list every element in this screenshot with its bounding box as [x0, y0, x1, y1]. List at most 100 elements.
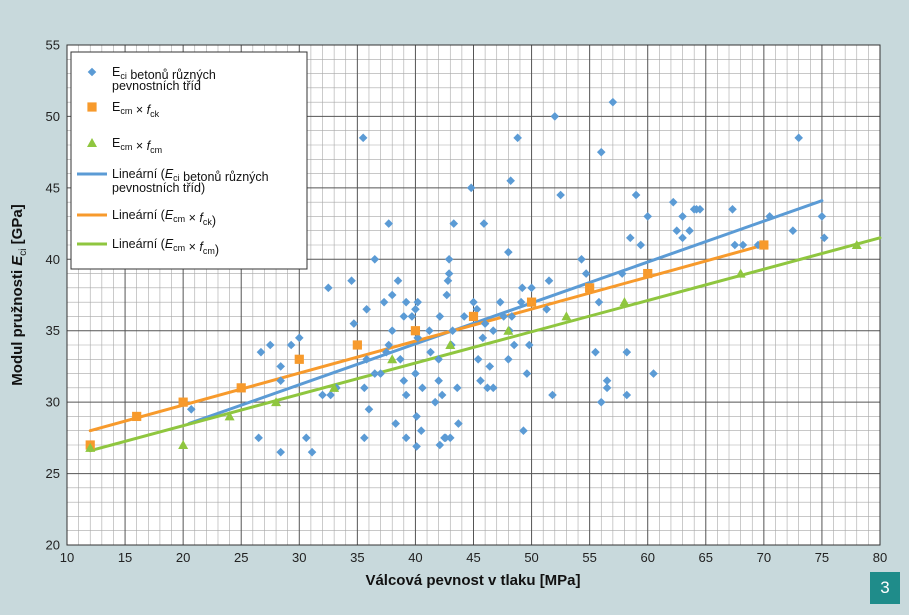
legend-text-part: Lineární (	[112, 237, 166, 251]
legend-text-part: cm	[173, 214, 185, 224]
trendline-blue-line	[187, 199, 824, 426]
major-grid	[66, 44, 881, 546]
data-point	[517, 283, 527, 293]
data-point	[265, 340, 275, 350]
data-point	[625, 233, 635, 243]
figure-number-badge: 3	[870, 572, 900, 604]
legend-label: Lineární (Eci betonů různých	[112, 167, 269, 184]
data-point	[522, 369, 532, 378]
y-tick-label: 55	[46, 38, 60, 53]
x-tick-label: 65	[699, 550, 713, 565]
data-point	[730, 240, 740, 250]
data-point	[542, 304, 551, 314]
data-point	[236, 383, 246, 393]
legend-marker-swatch	[87, 102, 97, 112]
data-point	[469, 297, 478, 307]
y-tick-label: 35	[46, 323, 60, 338]
data-point	[643, 268, 653, 279]
x-tick-label: 25	[234, 550, 248, 565]
x-tick-label: 15	[118, 550, 132, 565]
data-point	[329, 382, 340, 392]
data-point	[384, 340, 394, 350]
data-point	[513, 133, 522, 143]
data-point	[738, 240, 748, 250]
legend-item-orange-pts: Ecm × fck	[87, 100, 160, 119]
legend-text-part: ×	[185, 240, 199, 254]
data-point	[256, 347, 266, 357]
data-point	[765, 212, 774, 221]
data-point	[254, 433, 263, 443]
data-point	[594, 297, 604, 307]
data-point	[548, 390, 557, 400]
data-point	[401, 390, 411, 400]
y-tick-label: 20	[46, 538, 60, 553]
data-point	[516, 297, 526, 307]
data-point	[672, 226, 682, 236]
data-point	[728, 204, 737, 214]
data-point	[186, 404, 196, 414]
data-point	[443, 276, 453, 286]
data-point	[358, 133, 368, 143]
data-point	[416, 426, 426, 436]
data-point	[504, 354, 513, 364]
data-point	[412, 442, 421, 451]
x-tick-label: 70	[757, 550, 771, 565]
data-point	[527, 283, 536, 293]
legend-item-green-line: Lineární (Ecm × fcm)	[77, 237, 219, 257]
data-point	[178, 397, 188, 407]
legend-item-green-pts: Ecm × fcm	[87, 136, 162, 155]
data-point	[507, 312, 517, 321]
data-point	[480, 319, 490, 328]
data-point	[459, 312, 469, 321]
plot-border	[66, 44, 881, 546]
data-point	[794, 133, 803, 143]
legend-label-line2: pevnostních tříd)	[112, 181, 205, 195]
y-tick-label: 25	[46, 466, 60, 481]
legend-text-part: ck	[150, 109, 160, 119]
x-axis-title: Válcová pevnost v tlaku [MPa]	[365, 572, 580, 589]
data-point	[276, 447, 286, 457]
legend-label-line2: pevnostních tříd	[112, 79, 201, 93]
legend-text-part: f	[147, 139, 152, 153]
data-point	[479, 219, 489, 228]
y-axis-title: Modul pružnosti Eci [GPa]	[9, 204, 29, 385]
series-blue-pts	[186, 97, 829, 457]
data-point	[441, 433, 450, 443]
data-point	[324, 283, 333, 293]
data-point	[435, 440, 445, 450]
data-point	[581, 269, 591, 278]
data-point	[503, 325, 514, 335]
data-point	[519, 426, 528, 436]
data-point	[318, 390, 327, 400]
data-point	[454, 419, 463, 428]
data-point	[399, 376, 409, 386]
x-tick-label: 20	[176, 550, 190, 565]
data-point	[412, 412, 421, 421]
data-point	[407, 312, 417, 321]
data-point	[401, 297, 411, 307]
data-point	[307, 447, 317, 457]
data-point	[544, 276, 554, 286]
data-point	[817, 212, 827, 221]
legend-text-part: cm	[203, 246, 215, 256]
legend-text-part: ci	[173, 173, 180, 183]
data-point	[411, 369, 420, 378]
data-point	[561, 311, 572, 321]
legend-text-part: Lineární (	[112, 208, 166, 222]
data-point	[478, 333, 488, 343]
legend-marker-swatch	[87, 138, 97, 147]
y-axis-title-suffix: [GPa]	[9, 204, 26, 248]
data-point	[619, 297, 630, 307]
data-point	[349, 319, 359, 328]
data-point	[495, 297, 505, 307]
y-axis-title-symbol: E	[9, 255, 26, 266]
data-point	[622, 347, 632, 357]
x-tick-label: 10	[60, 550, 74, 565]
x-tick-label: 60	[640, 550, 654, 565]
x-tick-labels: 10 15 20 25 30 35 40 45 50 55 60 65 70 75 80	[60, 550, 887, 565]
data-point	[444, 269, 454, 278]
data-point	[434, 376, 443, 386]
data-point	[685, 226, 694, 236]
data-point	[387, 354, 398, 364]
